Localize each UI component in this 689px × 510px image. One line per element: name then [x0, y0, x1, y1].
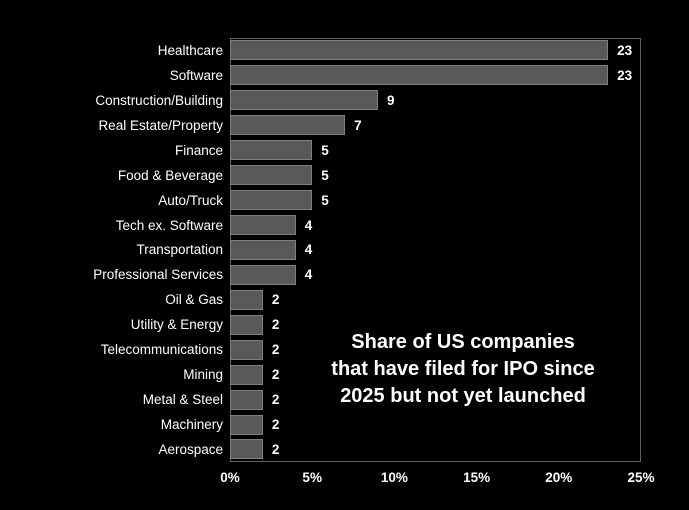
bar-track: 2	[230, 412, 641, 437]
bar	[230, 190, 313, 211]
annotation-line-3: 2025 but not yet launched	[340, 385, 586, 407]
value-label: 5	[321, 167, 329, 183]
bar-track: 5	[230, 188, 641, 213]
category-label: Professional Services	[93, 267, 223, 283]
category-label: Telecommunications	[100, 342, 223, 358]
category-label: Healthcare	[157, 42, 223, 58]
chart-annotation: Share of US companies that have filed fo…	[331, 329, 594, 410]
category-label: Metal & Steel	[142, 392, 223, 408]
bar-row: Tech ex. Software 4	[0, 213, 689, 238]
annotation-line-2: that have filed for IPO since	[331, 358, 595, 380]
bar	[230, 439, 263, 460]
bar-row: Oil & Gas 2	[0, 287, 689, 312]
category-label: Finance	[174, 142, 223, 158]
bar-track: 23	[230, 63, 641, 88]
x-axis-tick-label: 0%	[220, 470, 240, 485]
bar	[230, 239, 296, 260]
category-label: Tech ex. Software	[115, 217, 223, 233]
bar	[230, 215, 296, 236]
value-label: 23	[617, 42, 633, 58]
value-label: 5	[321, 192, 329, 208]
value-label: 2	[271, 392, 280, 408]
bar-track: 2	[230, 287, 641, 312]
bar-row: Finance 5	[0, 138, 689, 163]
value-label: 4	[304, 217, 313, 233]
bar-row: Auto/Truck 5	[0, 188, 689, 213]
annotation-line-1: Share of US companies	[351, 331, 575, 353]
value-label: 2	[271, 292, 280, 308]
category-label: Auto/Truck	[158, 192, 223, 208]
value-label: 2	[271, 342, 280, 358]
value-label: 2	[271, 367, 280, 383]
value-label: 5	[321, 142, 329, 158]
bar-row: Professional Services 4	[0, 262, 689, 287]
bar	[230, 115, 346, 136]
bar	[230, 289, 263, 310]
bar-track: 5	[230, 138, 641, 163]
bars-container: Healthcare 23 Software 23 Construction/Build…	[0, 38, 689, 462]
value-label: 4	[304, 267, 313, 283]
category-label: Real Estate/Property	[98, 117, 223, 133]
bar-track: 5	[230, 163, 641, 188]
bar	[230, 314, 263, 335]
bar-track: 4	[230, 213, 641, 238]
bar-row: Mining 2	[0, 362, 689, 387]
value-label: 23	[617, 67, 633, 83]
bar-track: 4	[230, 238, 641, 263]
bar-row: Food & Beverage 5	[0, 163, 689, 188]
bar-row: Aerospace 2	[0, 437, 689, 462]
bar	[230, 264, 296, 285]
bar	[230, 40, 609, 61]
bar	[230, 414, 263, 435]
category-label: Oil & Gas	[165, 292, 223, 308]
value-label: 2	[271, 317, 280, 333]
bar	[230, 90, 378, 111]
bar-row: Real Estate/Property 7	[0, 113, 689, 138]
bar-track: 4	[230, 262, 641, 287]
x-axis-tick-label: 15%	[463, 470, 491, 485]
bar	[230, 165, 313, 186]
bar-track: 7	[230, 113, 641, 138]
bar-track: 2	[230, 337, 641, 362]
bar-row: Transportation 4	[0, 238, 689, 263]
bar-track: 9	[230, 88, 641, 113]
x-axis-tick-label: 25%	[627, 470, 655, 485]
value-label: 2	[271, 441, 280, 457]
bar	[230, 389, 263, 410]
category-label: Utility & Energy	[130, 317, 223, 333]
bar	[230, 65, 609, 86]
value-label: 9	[386, 92, 395, 108]
bar-track: 23	[230, 38, 641, 63]
value-label: 7	[354, 117, 362, 133]
bar-track: 2	[230, 362, 641, 387]
bar	[230, 364, 263, 385]
bar-row: Utility & Energy 2	[0, 312, 689, 337]
category-label: Machinery	[160, 417, 223, 433]
value-label: 2	[271, 417, 280, 433]
bar	[230, 140, 313, 161]
bar-row: Healthcare 23	[0, 38, 689, 63]
x-axis-tick-label: 10%	[380, 470, 408, 485]
bar-row: Telecommunications 2	[0, 337, 689, 362]
bar-track: 2	[230, 387, 641, 412]
x-axis-tick-label: 5%	[302, 470, 322, 485]
category-label: Food & Beverage	[117, 167, 223, 183]
bar-row: Metal & Steel 2	[0, 387, 689, 412]
bar-row: Construction/Building 9	[0, 88, 689, 113]
category-label: Construction/Building	[95, 92, 223, 108]
bar-row: Machinery 2	[0, 412, 689, 437]
category-label: Mining	[183, 367, 223, 383]
category-label: Transportation	[136, 242, 223, 258]
bar-row: Software 23	[0, 63, 689, 88]
value-label: 4	[304, 242, 313, 258]
bar-track: 2	[230, 312, 641, 337]
category-label: Software	[169, 67, 223, 83]
x-axis-tick-label: 20%	[545, 470, 573, 485]
bar	[230, 339, 263, 360]
bar-track: 2	[230, 437, 641, 462]
category-label: Aerospace	[158, 441, 223, 457]
